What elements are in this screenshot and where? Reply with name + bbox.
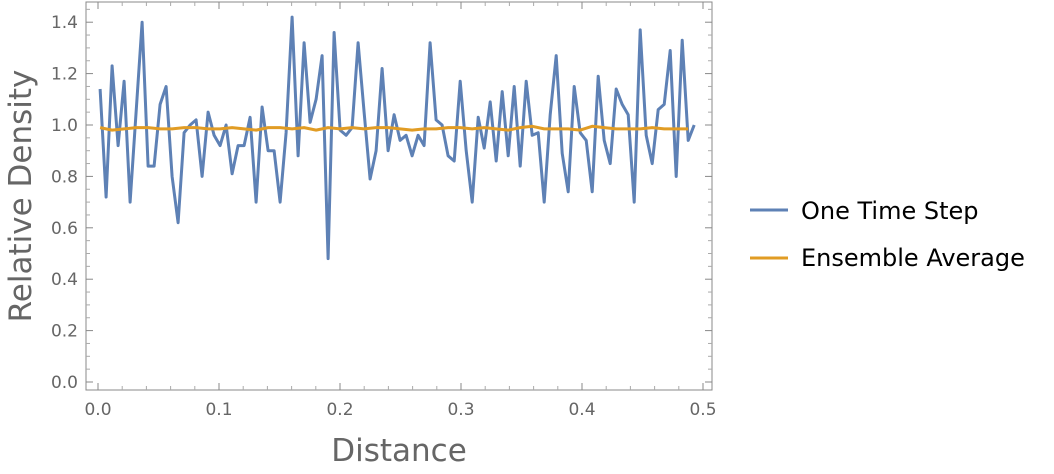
legend-label-one-time-step: One Time Step [801, 197, 979, 225]
x-tick-label: 0.1 [205, 400, 232, 420]
x-tick-label: 0.3 [447, 400, 474, 420]
series-line-ensemble-average [99, 124, 689, 132]
y-tick-label: 0.2 [51, 322, 78, 342]
y-tick-label: 1.4 [51, 13, 78, 33]
y-tick-label: 0.0 [51, 373, 78, 393]
y-tick-label: 1.2 [51, 65, 78, 85]
y-tick-label: 0.6 [51, 219, 78, 239]
x-tick-label: 0.2 [326, 400, 353, 420]
axes-frame: 0.0 0.1 0.2 0.3 0.4 0.5 0.0 0.2 0.4 0.6 0.8 1.0 1.2 1… [51, 1, 717, 420]
x-axis-label: Distance [331, 433, 467, 469]
y-axis-label: Relative Density [3, 70, 39, 323]
x-tick-label: 0.4 [568, 400, 595, 420]
plot-frame [85, 1, 713, 391]
y-tick-label: 1.0 [51, 116, 78, 136]
series-group [98, 15, 696, 261]
y-tick-label: 0.4 [51, 270, 78, 290]
x-tick-label: 0.0 [84, 400, 111, 420]
legend: One Time Step Ensemble Average [750, 197, 1025, 272]
series-line-one-time-step [98, 15, 696, 261]
y-tick-label: 0.8 [51, 167, 78, 187]
legend-label-ensemble-average: Ensemble Average [801, 244, 1025, 272]
x-tick-label: 0.5 [689, 400, 716, 420]
